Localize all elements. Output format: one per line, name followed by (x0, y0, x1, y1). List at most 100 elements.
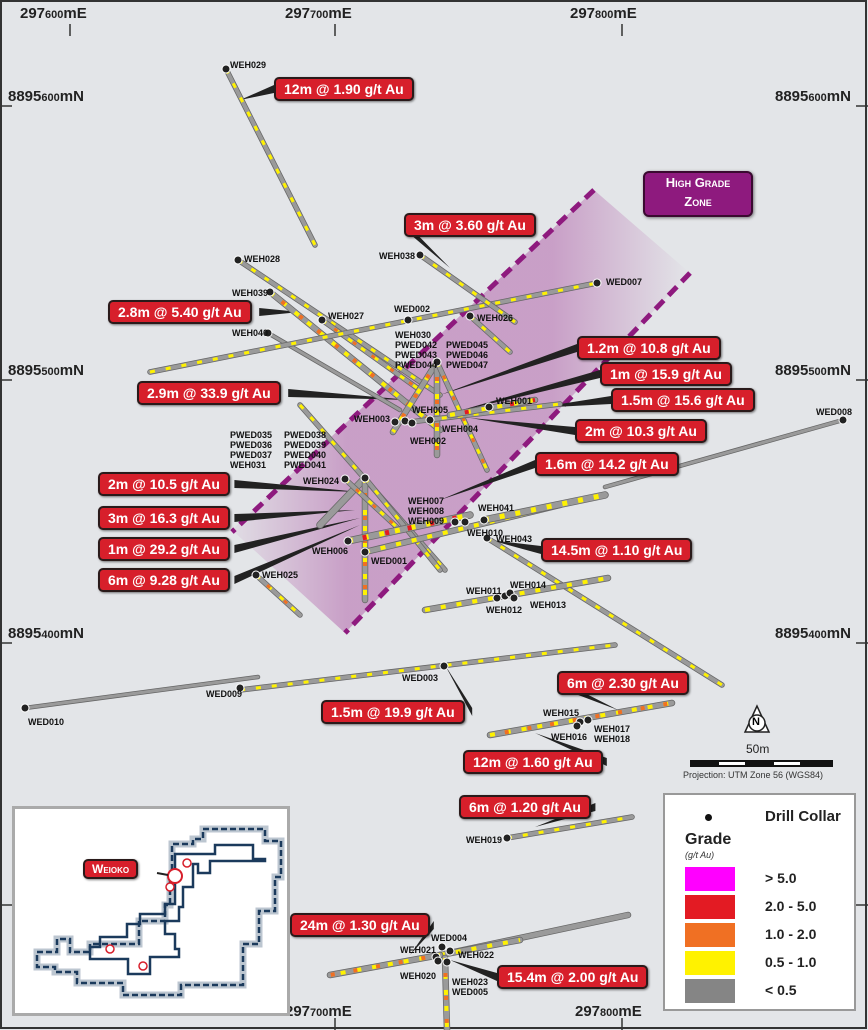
drill-collar[interactable] (360, 547, 370, 557)
drill-trace[interactable] (147, 280, 600, 375)
drill-collar[interactable] (439, 661, 449, 671)
northing-label-right: 8895400mN (775, 625, 851, 642)
drill-collar[interactable] (343, 536, 353, 546)
drill-collar[interactable] (265, 287, 275, 297)
drill-trace[interactable] (484, 535, 725, 688)
drill-collar[interactable] (415, 250, 425, 260)
hole-label: WED004 (431, 933, 468, 943)
hole-label: WEH030 PWED042 PWED043 PWED044 (395, 330, 438, 370)
northing-label-right: 8895500mN (775, 362, 851, 379)
legend-swatch (685, 979, 735, 1003)
drill-trace[interactable] (480, 491, 609, 524)
drill-collar[interactable] (465, 311, 475, 321)
intercept-callout: 12m @ 1.60 g/t Au (463, 750, 603, 774)
drill-trace[interactable] (389, 358, 441, 436)
drill-trace[interactable] (362, 475, 443, 573)
callout-leader (490, 540, 541, 554)
drill-trace[interactable] (22, 674, 261, 711)
north-label: N (752, 716, 760, 728)
hole-label: WEH010 (467, 528, 504, 538)
drill-trace[interactable] (237, 642, 618, 693)
hole-label: WEH011 (466, 586, 502, 596)
hole-label: WEH005 (412, 405, 449, 415)
drill-collar[interactable] (442, 957, 452, 967)
drill-collar[interactable] (838, 415, 848, 425)
drill-trace[interactable] (441, 954, 451, 1030)
callout-leader (234, 480, 360, 492)
drill-trace[interactable] (342, 476, 403, 533)
drill-collar[interactable] (502, 833, 512, 843)
location-inset: Weioko (12, 806, 290, 1016)
drill-collar[interactable] (360, 473, 370, 483)
hole-label: WEH029 (230, 60, 267, 70)
scale-label: 50m (746, 742, 770, 756)
intercept-callout: 2m @ 10.5 g/t Au (98, 472, 230, 496)
drill-collar[interactable] (583, 715, 593, 725)
drill-collar[interactable] (432, 357, 442, 367)
drill-trace[interactable] (421, 574, 612, 614)
drill-collar[interactable] (251, 570, 261, 580)
hole-label: WEH013 (530, 600, 567, 610)
drill-collar[interactable] (492, 593, 502, 603)
intercept-callout: 1.5m @ 15.6 g/t Au (611, 388, 755, 412)
drill-collar[interactable] (233, 255, 243, 265)
projection-text: Projection: UTM Zone 56 (WGS84) (683, 770, 824, 780)
drill-collar[interactable] (403, 315, 413, 325)
drill-collar[interactable] (592, 278, 602, 288)
hole-label: WEH016 (551, 732, 588, 742)
hole-label: WEH028 (244, 254, 281, 264)
drill-collar[interactable] (572, 721, 582, 731)
hole-label: WED007 (606, 277, 643, 287)
legend-label: > 5.0 (765, 870, 797, 886)
drill-trace[interactable] (504, 814, 635, 841)
drill-collar[interactable] (425, 415, 435, 425)
drill-collar[interactable] (390, 417, 400, 427)
intercept-callout: 14.5m @ 1.10 g/t Au (541, 538, 693, 562)
legend-grade-unit: (g/t Au) (685, 850, 715, 860)
collar-symbol (705, 814, 712, 821)
hole-label: PWED038 PWED039 PWED040 PWED041 (284, 430, 327, 470)
drill-trace[interactable] (253, 572, 303, 618)
intercept-callout: 1.5m @ 19.9 g/t Au (321, 700, 465, 724)
drill-collar[interactable] (479, 515, 489, 525)
drill-trace[interactable] (223, 66, 318, 248)
drill-collar[interactable] (445, 946, 455, 956)
drill-collar[interactable] (235, 683, 245, 693)
drill-collar[interactable] (484, 402, 494, 412)
intercept-callout: 3m @ 16.3 g/t Au (98, 506, 230, 530)
callout-leader (455, 370, 600, 412)
drill-trace[interactable] (316, 474, 369, 529)
drill-trace[interactable] (319, 317, 423, 393)
drill-collar[interactable] (221, 64, 231, 74)
callout-leader (234, 510, 355, 522)
drill-trace[interactable] (235, 257, 443, 398)
drill-trace[interactable] (407, 401, 563, 425)
northing-label-right: 8895600mN (775, 88, 851, 105)
drill-trace[interactable] (326, 951, 444, 979)
hole-label: WED010 (28, 717, 65, 727)
drill-collar[interactable] (437, 942, 447, 952)
callout-leader (234, 518, 360, 553)
intercept-callout: 6m @ 2.30 g/t Au (557, 671, 689, 695)
easting-label-bottom: 297700mE (285, 1003, 352, 1020)
drill-trace[interactable] (467, 313, 513, 355)
drill-collar[interactable] (450, 517, 460, 527)
drill-collar[interactable] (340, 474, 350, 484)
easting-label-top: 297600mE (20, 5, 87, 22)
drill-trace[interactable] (344, 511, 474, 545)
drill-collar[interactable] (407, 418, 417, 428)
drill-collar[interactable] (20, 703, 30, 713)
drill-collar[interactable] (482, 533, 492, 543)
drill-collar[interactable] (263, 328, 273, 338)
hole-label: WED001 (371, 556, 408, 566)
drill-collar[interactable] (460, 517, 470, 527)
hole-label: WEH020 (400, 971, 437, 981)
drill-collar[interactable] (433, 956, 443, 966)
hole-label: WED009 (206, 689, 243, 699)
drill-collar[interactable] (509, 593, 519, 603)
drill-trace[interactable] (417, 252, 518, 325)
drill-collar[interactable] (317, 315, 327, 325)
legend-label: 0.5 - 1.0 (765, 954, 817, 970)
